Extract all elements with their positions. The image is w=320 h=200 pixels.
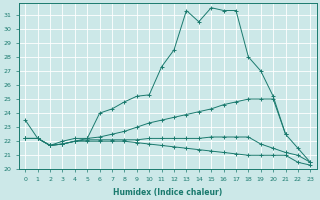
X-axis label: Humidex (Indice chaleur): Humidex (Indice chaleur) — [113, 188, 222, 197]
